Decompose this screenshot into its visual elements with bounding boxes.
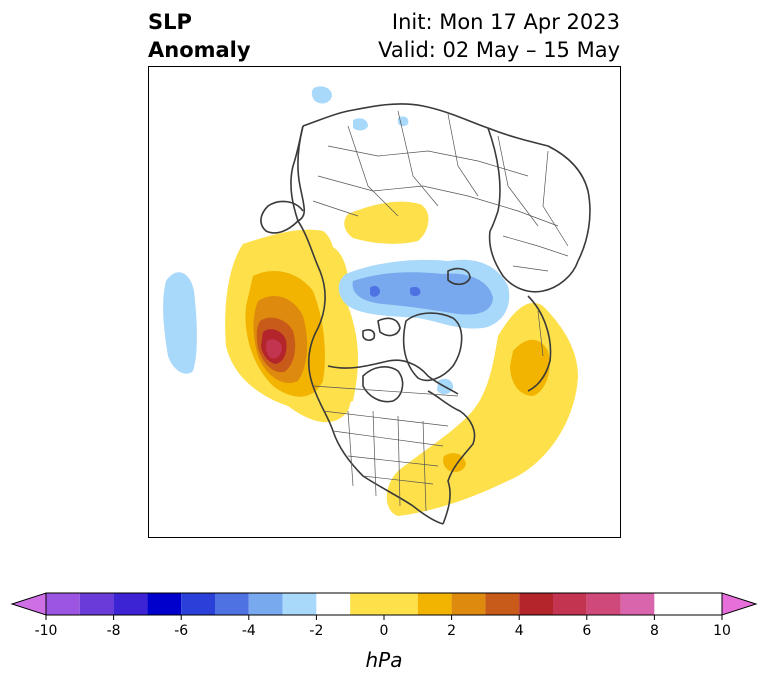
colorbar-tick-label: -4 — [242, 623, 256, 639]
colorbar: -10 -8 -6 -4 -2 0 2 4 6 8 10 hPa — [10, 592, 758, 672]
colorbar-segment — [248, 593, 283, 615]
positive-anomaly-pacific — [225, 229, 352, 423]
title-line-2: Anomaly — [148, 38, 251, 62]
colorbar-tick-label: -8 — [107, 623, 121, 639]
colorbar-segment — [688, 593, 722, 615]
forecast-dates: Init: Mon 17 Apr 2023 Valid: 02 May – 15… — [378, 8, 620, 64]
colorbar-extend-min — [10, 592, 47, 616]
colorbar-tick-label: 0 — [380, 623, 389, 639]
colorbar-segment — [316, 593, 351, 615]
colorbar-segment — [451, 593, 486, 615]
colorbar-tick-label: 4 — [515, 623, 524, 639]
negative-anomaly-scandinavia — [311, 86, 332, 104]
valid-range: Valid: 02 May – 15 May — [378, 38, 620, 62]
colorbar-segment — [282, 593, 317, 615]
colorbar-segments — [10, 592, 758, 616]
positive-anomaly-arctic — [344, 201, 429, 244]
colorbar-segment — [586, 593, 621, 615]
map-title: SLP Anomaly — [148, 8, 251, 64]
colorbar-segment — [620, 593, 655, 615]
colorbar-segment — [417, 593, 452, 615]
negative-anomaly-arctic — [338, 259, 510, 329]
colorbar-unit-label: hPa — [366, 648, 403, 672]
colorbar-tick-label: 6 — [582, 623, 591, 639]
colorbar-tick-label: 2 — [447, 623, 456, 639]
colorbar-segment — [147, 593, 182, 615]
colorbar-tick-label: -6 — [174, 623, 188, 639]
colorbar-tick-label: 10 — [713, 623, 731, 639]
negative-anomaly-pacific — [163, 272, 197, 374]
colorbar-segment — [350, 593, 418, 615]
political-borders — [312, 110, 569, 512]
title-line-1: SLP — [148, 10, 192, 34]
colorbar-segment — [46, 593, 80, 615]
colorbar-tick-label: -2 — [309, 623, 323, 639]
colorbar-extend-max — [721, 592, 758, 616]
colorbar-segment — [79, 593, 114, 615]
colorbar-segment — [519, 593, 553, 615]
colorbar-segment — [113, 593, 148, 615]
colorbar-tick-label: -10 — [35, 623, 58, 639]
colorbar-tick-label: 8 — [650, 623, 659, 639]
colorbar-segment — [215, 593, 249, 615]
colorbar-segment — [654, 593, 689, 615]
colorbar-segment — [485, 593, 520, 615]
init-date: Init: Mon 17 Apr 2023 — [391, 10, 620, 34]
colorbar-ticks: -10 -8 -6 -4 -2 0 2 4 6 8 10 — [35, 615, 731, 639]
negative-anomaly-europe — [353, 118, 368, 131]
colorbar-segment — [553, 593, 587, 615]
positive-anomaly-canada — [321, 245, 358, 402]
slp-anomaly-map — [148, 66, 621, 538]
colorbar-segment — [181, 593, 215, 615]
coastlines — [260, 103, 591, 525]
